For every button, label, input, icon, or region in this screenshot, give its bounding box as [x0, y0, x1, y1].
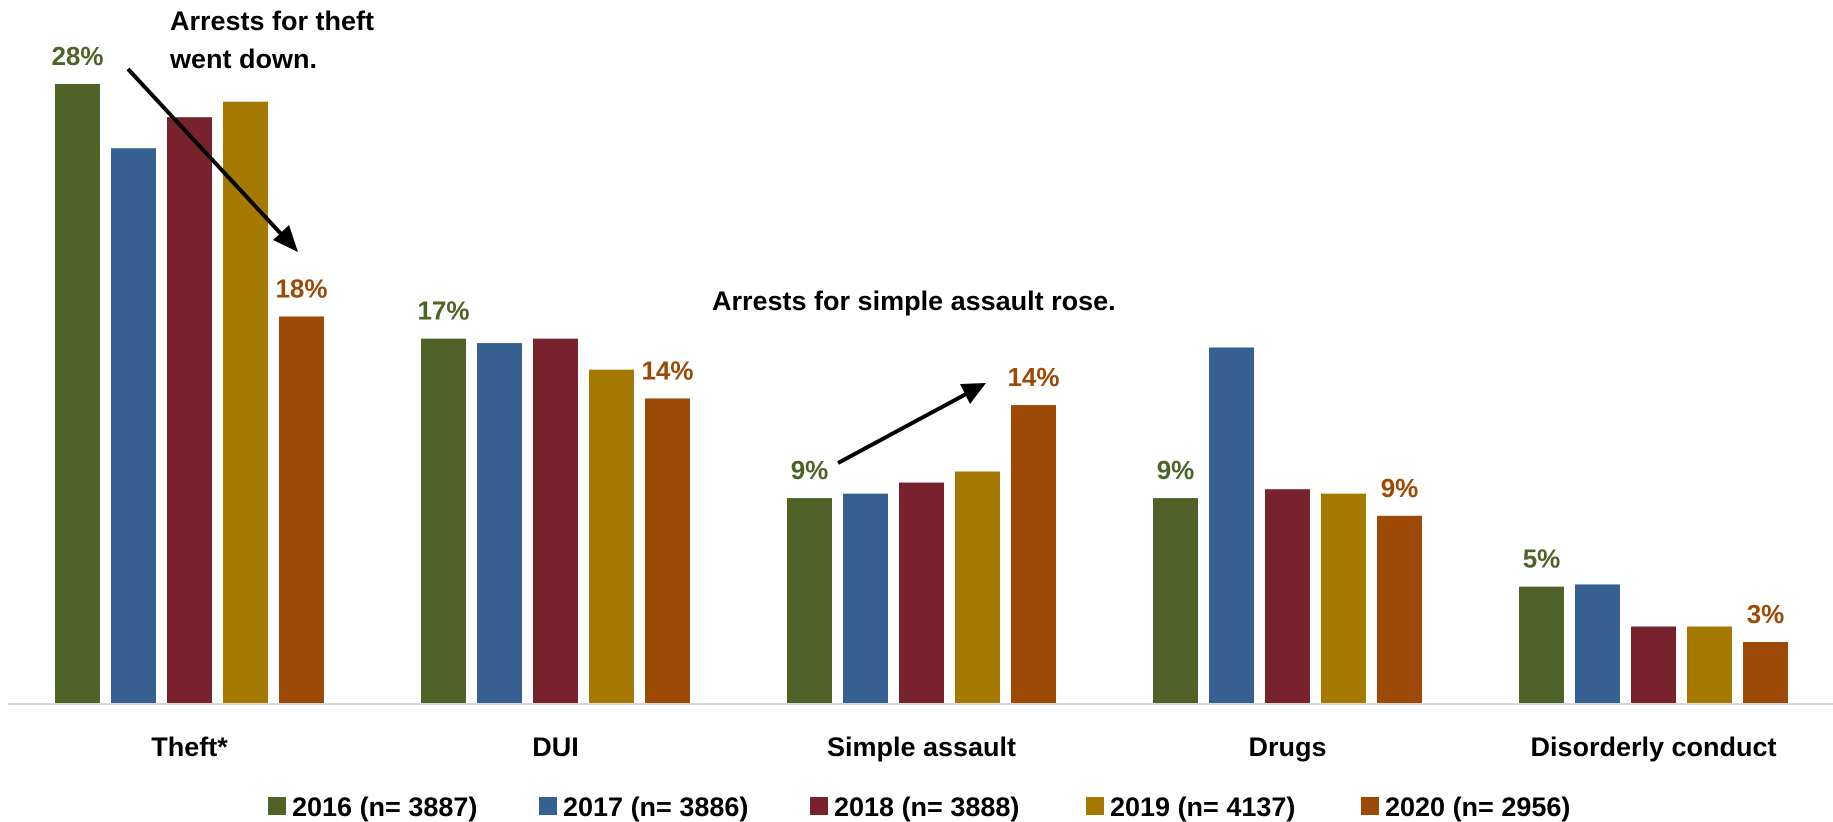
bar-dui-2019: [589, 369, 634, 704]
legend-label-2019: 2019 (n= 4137): [1110, 792, 1295, 822]
legend-label-2018: 2018 (n= 3888): [834, 792, 1019, 822]
legend-label-2017: 2017 (n= 3886): [563, 792, 748, 822]
bar-simple-assault-2016: [787, 498, 832, 704]
bar-disorderly-conduct-2017: [1575, 584, 1620, 704]
legend-swatch-2020: [1361, 797, 1379, 815]
value-labels-group: 28% 18% 17% 14% 9% 14% 9% 9% 5% 3%: [51, 41, 1784, 629]
legend-swatch-2017: [539, 797, 557, 815]
bar-drugs-2018: [1265, 489, 1310, 704]
bar-theft-2016: [55, 84, 100, 704]
legend-label-2020: 2020 (n= 2956): [1385, 792, 1570, 822]
annotation-theft: Arrests for theft went down.: [126, 6, 374, 252]
bar-theft-2020: [279, 316, 324, 704]
annotation-assault: Arrests for simple assault rose.: [712, 286, 1116, 465]
category-label-disorderly-conduct: Disorderly conduct: [1530, 732, 1776, 762]
data-label-drugs-2020: 9%: [1381, 473, 1419, 503]
annotation-assault-arrowhead: [960, 383, 986, 404]
bar-theft-2017: [111, 148, 156, 704]
data-label-drugs-2016: 9%: [1157, 455, 1195, 485]
bar-dui-2018: [533, 338, 578, 704]
annotation-theft-line2: went down.: [169, 44, 317, 74]
bar-simple-assault-2020: [1011, 405, 1056, 704]
bar-simple-assault-2019: [955, 471, 1000, 704]
bar-theft-2018: [167, 117, 212, 704]
bar-dui-2016: [421, 338, 466, 704]
annotation-theft-arrow: [126, 67, 285, 238]
bar-disorderly-conduct-2020: [1743, 642, 1788, 704]
bar-disorderly-conduct-2018: [1631, 626, 1676, 704]
data-label-disorderly-conduct-2020: 3%: [1747, 599, 1785, 629]
bar-disorderly-conduct-2019: [1687, 626, 1732, 704]
legend-swatch-2019: [1086, 797, 1104, 815]
category-label-dui: DUI: [532, 732, 579, 762]
bar-dui-2020: [645, 398, 690, 704]
annotation-theft-arrowhead: [273, 225, 298, 252]
annotation-assault-line1: Arrests for simple assault rose.: [712, 286, 1116, 316]
bar-drugs-2017: [1209, 347, 1254, 704]
category-label-theft: Theft*: [151, 732, 228, 762]
legend: 2016 (n= 3887) 2017 (n= 3886) 2018 (n= 388…: [268, 792, 1570, 822]
data-label-simple-assault-2016: 9%: [791, 455, 829, 485]
legend-label-2016: 2016 (n= 3887): [292, 792, 477, 822]
data-label-simple-assault-2020: 14%: [1007, 362, 1059, 392]
bar-simple-assault-2018: [899, 482, 944, 704]
category-label-simple-assault: Simple assault: [827, 732, 1016, 762]
bar-theft-2019: [223, 101, 268, 704]
bar-drugs-2016: [1153, 498, 1198, 704]
data-label-theft-2016: 28%: [51, 41, 103, 71]
bars-group: [55, 84, 1788, 704]
bar-disorderly-conduct-2016: [1519, 586, 1564, 704]
category-label-drugs: Drugs: [1248, 732, 1326, 762]
data-label-disorderly-conduct-2016: 5%: [1523, 544, 1561, 574]
legend-swatch-2018: [810, 797, 828, 815]
data-label-theft-2020: 18%: [275, 274, 327, 304]
bar-simple-assault-2017: [843, 493, 888, 704]
data-label-dui-2020: 14%: [641, 355, 693, 385]
legend-swatch-2016: [268, 797, 286, 815]
bar-dui-2017: [477, 343, 522, 704]
bar-drugs-2019: [1321, 493, 1366, 704]
annotation-theft-line1: Arrests for theft: [170, 6, 374, 36]
data-label-dui-2016: 17%: [417, 296, 469, 326]
annotation-assault-arrow: [837, 391, 969, 465]
category-labels-group: Theft* DUI Simple assault Drugs Disorderly c…: [151, 732, 1776, 762]
bar-drugs-2020: [1377, 515, 1422, 704]
